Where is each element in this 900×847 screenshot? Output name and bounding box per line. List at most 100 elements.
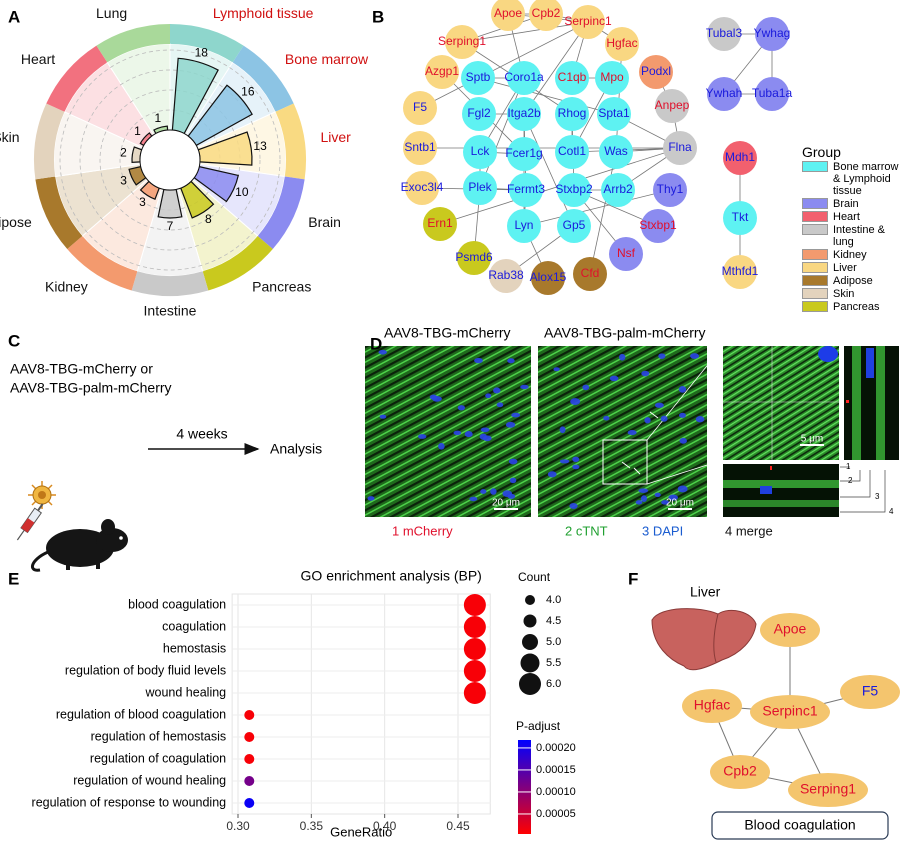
- channel-label: 3 DAPI: [642, 523, 683, 538]
- network-node: [639, 55, 673, 89]
- nucleus: [453, 430, 462, 436]
- nucleus: [627, 430, 637, 436]
- nucleus: [496, 402, 504, 408]
- x-tick-label: 0.45: [446, 819, 470, 833]
- zoom-line: [646, 459, 724, 485]
- node-label: Rhog: [558, 106, 587, 120]
- node-label: Lck: [471, 144, 491, 158]
- legend-label: Intestine & lung: [833, 224, 885, 248]
- node-label: Alox15: [530, 270, 567, 284]
- nucleus: [603, 415, 610, 421]
- network-node: [531, 261, 565, 295]
- colorbar-label: 0.00015: [536, 764, 576, 776]
- caption: Blood coagulation: [744, 817, 855, 833]
- node-label: Rab38: [488, 268, 524, 282]
- size-legend-label: 4.5: [546, 615, 561, 627]
- panel-letter: A: [8, 7, 20, 26]
- image-title: AAV8-TBG-palm-mCherry: [544, 325, 706, 341]
- nucleus: [438, 442, 445, 450]
- node-label: Stxbp1: [639, 218, 677, 232]
- sector-ring: [257, 176, 305, 250]
- size-legend-dot: [522, 634, 538, 650]
- ortho-stripes: [723, 346, 885, 507]
- ortho-leaders: [840, 466, 886, 513]
- network-edge: [523, 21, 589, 115]
- node-label: Serping1: [438, 34, 486, 48]
- network-node: [463, 135, 497, 169]
- nucleus: [818, 346, 838, 362]
- scale-bar-label: 20 μm: [666, 498, 694, 509]
- network-node: [707, 77, 741, 111]
- dot: [463, 682, 486, 704]
- legend-swatch: [802, 288, 828, 299]
- node-label: Serping1: [800, 781, 856, 797]
- node-label: F5: [862, 683, 879, 699]
- y-tick-label: regulation of body fluid levels: [65, 663, 226, 677]
- network-node: [760, 613, 820, 647]
- colorbar-label: 0.00020: [536, 742, 576, 754]
- node-label: Sntb1: [404, 140, 436, 154]
- size-legend-label: 5.0: [546, 636, 561, 648]
- dot: [463, 594, 486, 616]
- dot: [244, 754, 255, 764]
- category-label: Pancreas: [252, 279, 311, 295]
- grid-circle: [79, 69, 261, 251]
- nucleus: [695, 416, 705, 423]
- nucleus: [474, 357, 483, 364]
- nucleus: [654, 402, 664, 408]
- dot: [463, 660, 486, 682]
- node-label: Azgp1: [425, 64, 459, 78]
- legend-swatch: [802, 301, 828, 312]
- ortho-number: 4: [889, 507, 894, 516]
- nucleus: [635, 500, 643, 505]
- legend-item: Skin: [802, 288, 900, 300]
- network-node: [750, 695, 830, 729]
- panel-letter: C: [8, 331, 20, 350]
- node-label: Anpep: [655, 98, 690, 112]
- node-label: Spta1: [598, 106, 630, 120]
- plot-area: [231, 593, 491, 815]
- syringe-icon: [16, 503, 44, 541]
- sector-ring: [202, 235, 273, 291]
- nucleus: [553, 367, 560, 372]
- legend-label: Pancreas: [833, 301, 880, 313]
- nucleus: [490, 488, 497, 495]
- node-label: Podxl: [641, 64, 671, 78]
- network-node: [555, 97, 589, 131]
- network-node: [707, 17, 741, 51]
- node-label: Fcer1g: [505, 146, 542, 160]
- nucleus: [690, 353, 700, 359]
- network-node: [597, 97, 631, 131]
- size-legend-title: Count: [518, 570, 551, 584]
- network-edge: [477, 77, 615, 115]
- nucleus: [660, 415, 668, 422]
- value-label: 10: [235, 185, 249, 199]
- network-node: [605, 27, 639, 61]
- node-label: Cpb2: [532, 6, 561, 20]
- dot: [244, 732, 255, 742]
- node-label: Apoe: [774, 621, 807, 637]
- nucleus: [679, 437, 687, 444]
- value-label: 13: [253, 139, 267, 153]
- node-label: Ywhah: [706, 86, 743, 100]
- liver-title: Liver: [690, 584, 721, 600]
- node-label: Serpinc1: [762, 703, 817, 719]
- y-tick-label: blood coagulation: [128, 597, 226, 611]
- nucleus: [547, 471, 557, 478]
- value-label: 3: [139, 195, 146, 209]
- injection-label: AAV8-TBG-mCherry or: [10, 361, 153, 377]
- legend-item: Kidney: [802, 249, 900, 261]
- network-edge: [523, 189, 671, 227]
- node-label: Cfd: [581, 266, 600, 280]
- network-edge: [523, 113, 575, 227]
- legend-swatch: [802, 275, 828, 286]
- network-node: [663, 131, 697, 165]
- size-legend-dot: [523, 614, 537, 628]
- y-tick-label: wound healing: [145, 685, 227, 699]
- micrograph-zoom: [723, 346, 839, 460]
- color-legend-title: P-adjust: [516, 719, 561, 733]
- node-label: Psmd6: [455, 250, 493, 264]
- network-node: [423, 207, 457, 241]
